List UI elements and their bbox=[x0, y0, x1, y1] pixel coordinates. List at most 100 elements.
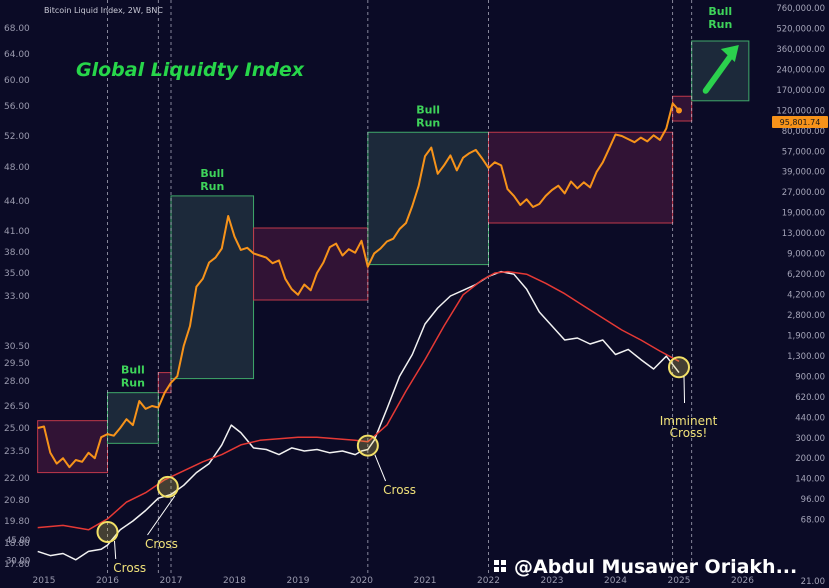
left-tick-label: 48.00 bbox=[4, 163, 30, 173]
right-tick-label: 21.00 bbox=[801, 577, 825, 587]
left-tick-label: 35.00 bbox=[4, 269, 30, 279]
x-tick-label: 2015 bbox=[33, 576, 56, 586]
regions-layer bbox=[37, 40, 750, 474]
x-tick-label: 2023 bbox=[541, 576, 564, 586]
right-axis: 760,000.00 520,000.00 360,000.00 240,000.00… bbox=[6, 4, 825, 587]
left-tick-label: 20.80 bbox=[4, 496, 30, 506]
right-tick-label: 1,300.00 bbox=[787, 352, 825, 362]
x-tick-label: 2025 bbox=[668, 576, 691, 586]
right-tick-label: 30.00 bbox=[6, 557, 30, 567]
left-tick-label: 23.50 bbox=[4, 447, 30, 457]
price-badge: 95,801.74 bbox=[772, 116, 828, 128]
left-tick-label: 29.50 bbox=[4, 359, 30, 369]
cross-label: Cross bbox=[383, 483, 416, 497]
left-axis: 68.00 64.00 60.00 56.00 52.00 48.00 44.00 41.00… bbox=[4, 24, 30, 570]
cross-marker bbox=[96, 521, 119, 543]
chart-symbol-header: Bitcoin Liquid Index, 2W, BNC bbox=[44, 6, 163, 15]
x-tick-label: 2016 bbox=[96, 576, 119, 586]
right-tick-label: 760,000.00 bbox=[776, 4, 825, 14]
left-tick-label: 28.00 bbox=[4, 377, 30, 387]
left-tick-label: 52.00 bbox=[4, 132, 30, 142]
left-tick-label: 44.00 bbox=[4, 197, 30, 207]
right-tick-label: 140.00 bbox=[795, 475, 825, 485]
last-price-label: 95,801.74 bbox=[780, 118, 821, 127]
x-tick-label: 2020 bbox=[350, 576, 373, 586]
region-bull-1 bbox=[107, 392, 159, 444]
x-tick-label: 2026 bbox=[731, 576, 754, 586]
watermark-logo-icon bbox=[494, 560, 506, 572]
bull-run-label: Bull Run bbox=[200, 167, 224, 193]
x-axis: 2015 2016 2017 2018 2019 2020 2021 2022 2023 2024… bbox=[33, 576, 755, 586]
right-tick-label: 120,000.00 bbox=[776, 106, 825, 116]
left-tick-label: 68.00 bbox=[4, 24, 30, 34]
left-tick-label: 25.00 bbox=[4, 424, 30, 434]
x-tick-label: 2018 bbox=[223, 576, 246, 586]
bull-arrow-shaft bbox=[702, 50, 736, 94]
annotations-layer: Bull Run Bull Run Bull Run Bull Run Cross Cross Cr… bbox=[96, 5, 739, 575]
x-tick-label: 2019 bbox=[287, 576, 310, 586]
bull-run-label: Bull Run bbox=[416, 103, 440, 129]
left-tick-label: 60.00 bbox=[4, 76, 30, 86]
region-bear-6 bbox=[488, 131, 674, 224]
right-tick-label: 9,000.00 bbox=[787, 250, 825, 260]
cross-label: Cross bbox=[113, 561, 146, 575]
left-tick-label: 17.80 bbox=[4, 560, 30, 570]
right-tick-label: 2,800.00 bbox=[787, 311, 825, 321]
left-tick-label: 30.50 bbox=[4, 342, 30, 352]
bull-arrow-head bbox=[720, 45, 739, 62]
left-tick-label: 18.80 bbox=[4, 539, 30, 549]
bull-run-label: Bull Run bbox=[708, 5, 732, 31]
right-tick-label: 900.00 bbox=[795, 372, 825, 382]
cross-label: Cross bbox=[145, 537, 178, 551]
right-tick-label: 96.00 bbox=[801, 495, 825, 505]
x-tick-label: 2022 bbox=[477, 576, 500, 586]
right-tick-label: 39,000.00 bbox=[782, 168, 825, 178]
right-tick-label: 440.00 bbox=[795, 413, 825, 423]
right-tick-label: 620.00 bbox=[795, 393, 825, 403]
right-tick-label: 200.00 bbox=[795, 454, 825, 464]
right-tick-label: 520,000.00 bbox=[776, 24, 825, 34]
cross-pointer bbox=[147, 495, 176, 536]
chart-title: Global Liquidty Index bbox=[76, 59, 305, 81]
cross-pointer bbox=[114, 540, 117, 560]
right-tick-label: 240,000.00 bbox=[776, 65, 825, 75]
right-tick-label: 19,000.00 bbox=[782, 209, 825, 219]
right-tick-label: 13,000.00 bbox=[782, 229, 825, 239]
cross-marker bbox=[156, 475, 179, 498]
right-tick-label: 4,200.00 bbox=[787, 291, 825, 301]
left-tick-label: 41.00 bbox=[4, 227, 30, 237]
left-tick-label: 64.00 bbox=[4, 50, 30, 60]
left-tick-label: 22.00 bbox=[4, 474, 30, 484]
right-tick-label: 360,000.00 bbox=[776, 45, 825, 55]
last-price-dot bbox=[676, 107, 682, 114]
cross-marker bbox=[356, 434, 379, 457]
watermark: @Abdul Musawer Oriakh... bbox=[494, 556, 797, 578]
right-tick-label: 1,900.00 bbox=[787, 331, 825, 341]
right-tick-label: 27,000.00 bbox=[782, 188, 825, 198]
cross-pointer bbox=[683, 376, 686, 404]
region-bear-2 bbox=[157, 372, 172, 394]
region-bear-7 bbox=[672, 95, 693, 122]
right-tick-label: 45.00 bbox=[6, 536, 30, 546]
white-oscillator-line bbox=[37, 270, 680, 561]
right-tick-label: 170,000.00 bbox=[776, 86, 825, 96]
left-tick-label: 19.80 bbox=[4, 517, 30, 527]
right-tick-label: 300.00 bbox=[795, 434, 825, 444]
x-tick-label: 2024 bbox=[604, 576, 627, 586]
cross-pointer bbox=[374, 454, 387, 482]
cross-label: Imminent Cross! bbox=[660, 414, 718, 440]
right-tick-label: 6,200.00 bbox=[787, 270, 825, 280]
right-tick-label: 57,000.00 bbox=[782, 147, 825, 157]
liquidity-index-line bbox=[37, 102, 680, 469]
right-tick-label: 80,000.00 bbox=[782, 127, 825, 137]
right-tick-label: 68.00 bbox=[801, 516, 825, 526]
x-tick-label: 2021 bbox=[414, 576, 437, 586]
watermark-text: @Abdul Musawer Oriakh... bbox=[514, 556, 797, 578]
left-tick-label: 26.50 bbox=[4, 402, 30, 412]
x-tick-label: 2017 bbox=[160, 576, 183, 586]
left-tick-label: 56.00 bbox=[4, 102, 30, 112]
region-bull-3 bbox=[170, 195, 255, 380]
left-tick-label: 38.00 bbox=[4, 248, 30, 258]
left-tick-label: 33.00 bbox=[4, 292, 30, 302]
